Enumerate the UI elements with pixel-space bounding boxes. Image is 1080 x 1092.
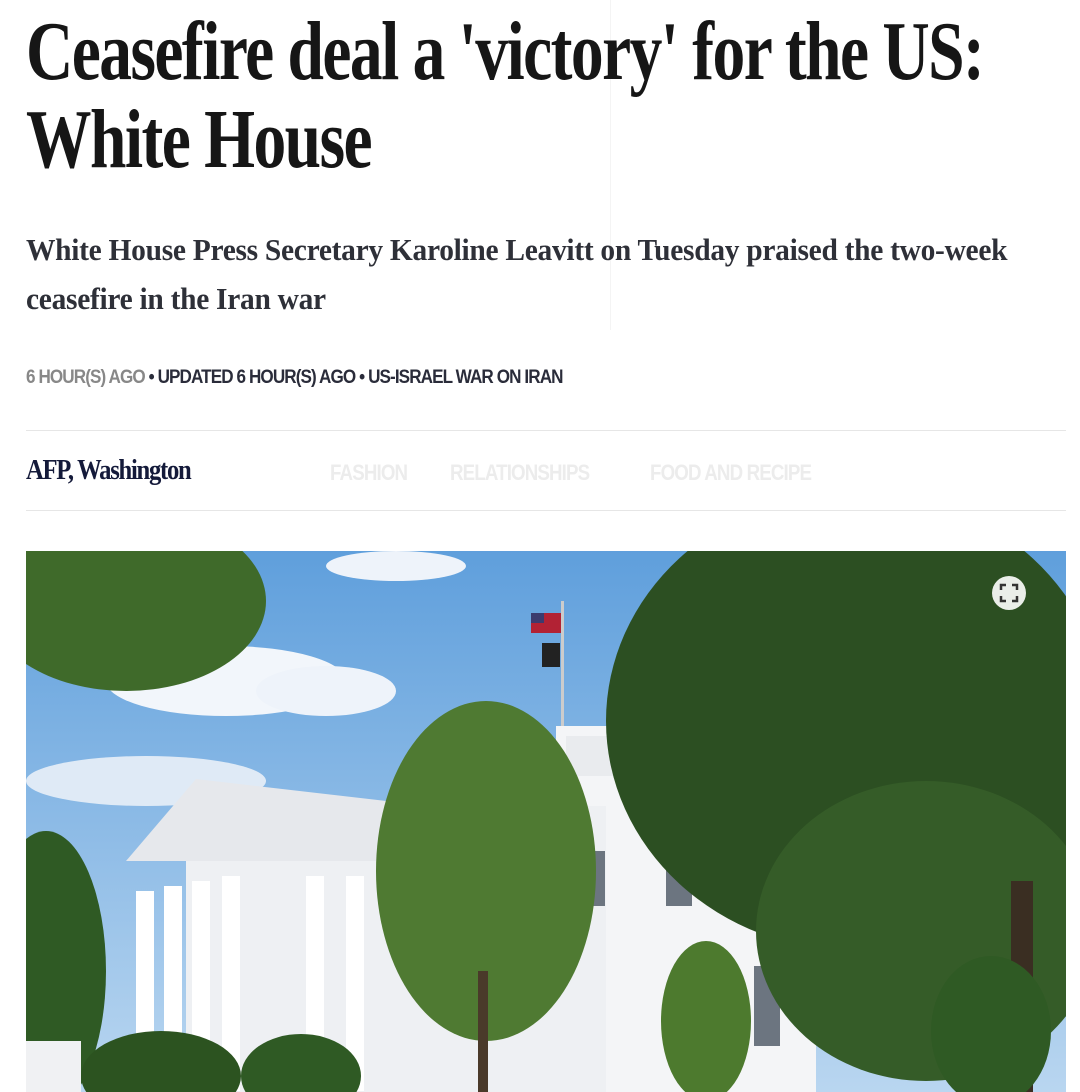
published-time: 6 HOUR(S) AGO: [26, 367, 146, 388]
white-house-photo[interactable]: [26, 551, 1066, 1092]
menu-item-food-and-recipe[interactable]: FOOD AND RECIPE: [650, 460, 812, 485]
separator: •: [148, 367, 155, 388]
updated-time: UPDATED 6 HOUR(S) AGO: [157, 367, 357, 388]
expand-image-button[interactable]: [992, 576, 1026, 610]
byline: AFP, Washington: [26, 454, 192, 486]
expand-icon: [999, 583, 1019, 603]
subheadline: White House Press Secretary Karoline Lea…: [26, 232, 1008, 316]
headline: Ceasefire deal a 'victory' for the US: W…: [26, 5, 985, 186]
divider: [26, 430, 1066, 431]
menu-item-relationships[interactable]: RELATIONSHIPS: [450, 460, 590, 485]
divider: [26, 510, 1066, 511]
category-link[interactable]: US-ISRAEL WAR ON IRAN: [368, 367, 563, 388]
separator: •: [359, 367, 365, 388]
menu-item-fashion[interactable]: FASHION: [330, 460, 408, 485]
article-meta: 6 HOUR(S) AGO • UPDATED 6 HOUR(S) AGO • …: [26, 367, 564, 389]
menu-overlay: [240, 0, 611, 330]
